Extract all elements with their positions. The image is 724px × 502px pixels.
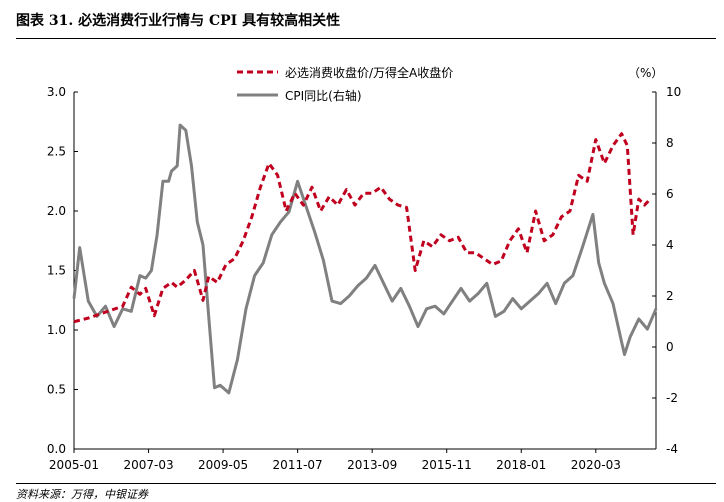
x-tick-label: 2007-03	[123, 458, 173, 472]
left-y-tick-label: 0.5	[47, 383, 66, 397]
left-y-tick-label: 2.5	[47, 145, 66, 159]
right-y-tick-label: 8	[666, 136, 674, 150]
x-tick-label: 2009-05	[198, 458, 248, 472]
chart-series-lines	[72, 123, 658, 395]
right-y-tick-label: 2	[666, 289, 674, 303]
right-y-tick-label: 0	[666, 340, 674, 354]
figure-title: 图表 31. 必选消费行业行情与 CPI 具有较高相关性	[16, 13, 341, 29]
right-y-tick-label: -2	[666, 391, 678, 405]
legend-label-cpi: CPI同比(右轴)	[285, 88, 362, 103]
right-y-tick-label: 4	[666, 238, 674, 252]
chart-ticks: 0.0 0.5 1.0 1.5 2.0 2.5 3.0 -4 -2 0 2 4 6 8 10 2005-01 2…	[47, 85, 681, 472]
right-y-tick-label: 6	[666, 187, 674, 201]
x-tick-label: 2013-09	[347, 458, 397, 472]
right-axis-unit-label: （%）	[628, 66, 663, 80]
x-tick-label: 2018-01	[496, 458, 546, 472]
x-tick-label: 2015-11	[422, 458, 472, 472]
left-y-tick-label: 3.0	[47, 85, 66, 99]
right-y-tick-label: 10	[666, 85, 681, 99]
x-tick-label: 2005-01	[49, 458, 99, 472]
series-line-cpi	[72, 123, 658, 395]
legend-label-consumer-ratio: 必选消费收盘价/万得全A收盘价	[285, 65, 453, 80]
chart-axes	[73, 92, 657, 450]
chart-legend: 必选消费收盘价/万得全A收盘价 CPI同比(右轴)	[237, 65, 453, 103]
left-y-tick-label: 1.5	[47, 264, 66, 278]
x-tick-label: 2011-07	[273, 458, 323, 472]
bottom-rule	[16, 483, 716, 484]
x-tick-label: 2020-03	[571, 458, 621, 472]
source-note: 资料来源：万得，中银证券	[16, 488, 148, 501]
title-rule	[16, 38, 716, 39]
left-y-tick-label: 1.0	[47, 323, 66, 337]
left-y-tick-label: 2.0	[47, 204, 66, 218]
series-line-consumer-ratio	[73, 132, 652, 324]
left-y-tick-label: 0.0	[47, 442, 66, 456]
right-y-tick-label: -4	[666, 442, 678, 456]
